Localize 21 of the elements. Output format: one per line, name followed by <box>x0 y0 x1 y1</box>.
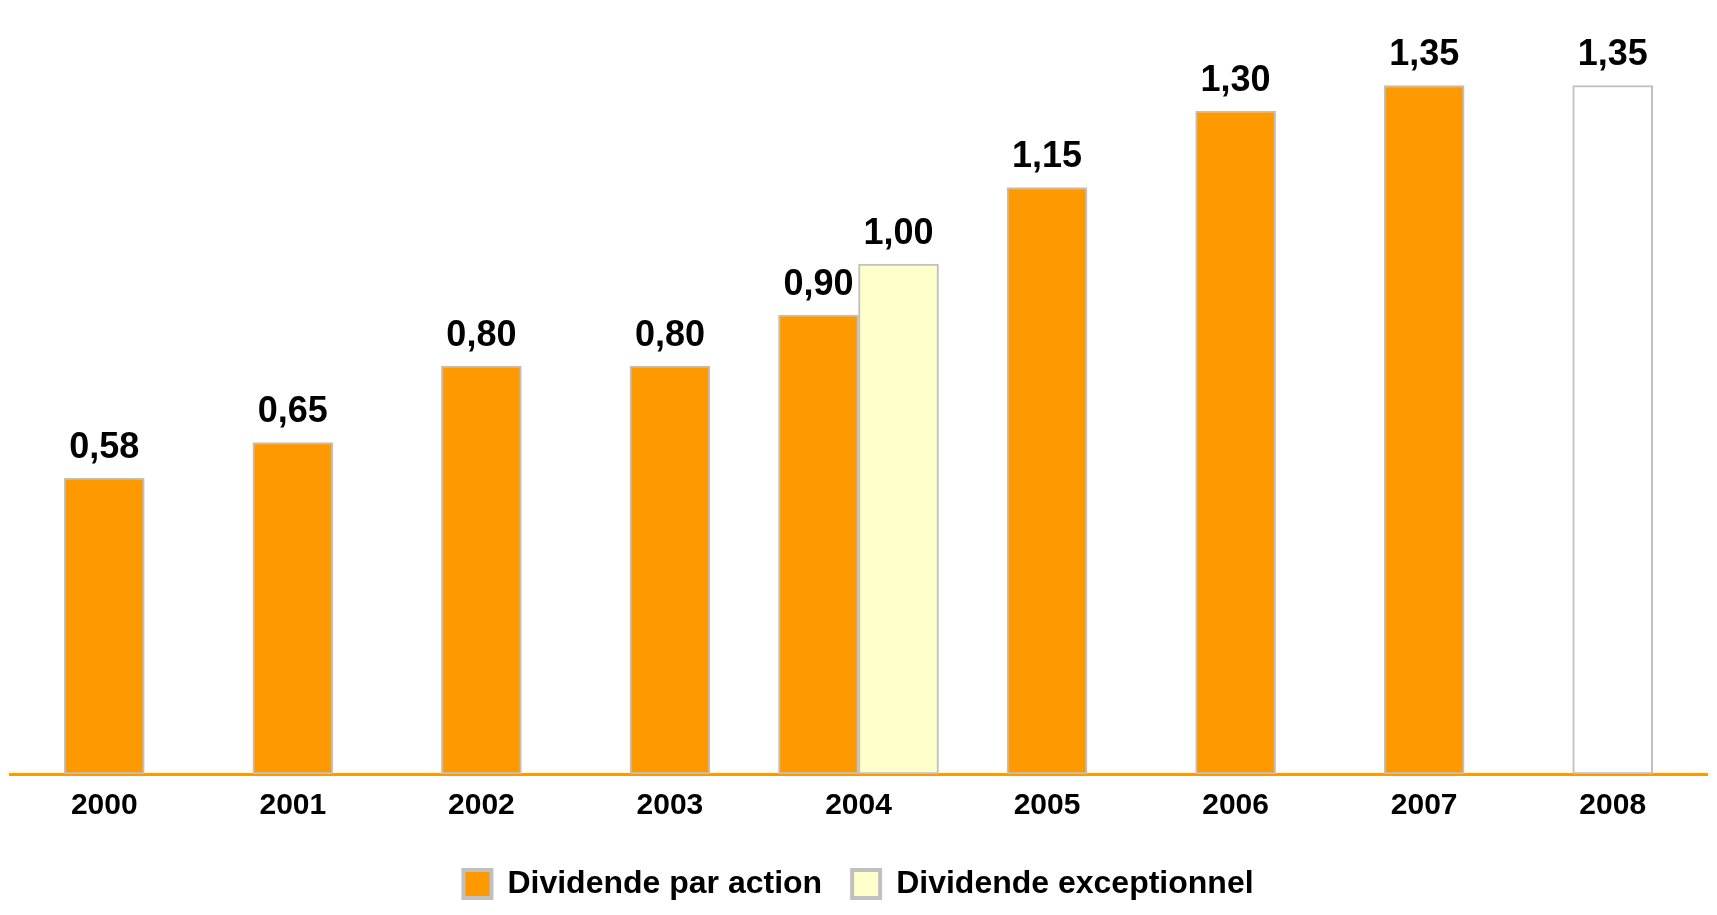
data-label: 1,35 <box>1389 32 1460 74</box>
data-label: 1,15 <box>1012 134 1083 176</box>
legend-label: Dividende exceptionnel <box>896 863 1254 900</box>
data-label: 1,30 <box>1200 57 1271 99</box>
data-label: 0,80 <box>446 312 517 354</box>
x-tick-label: 2001 <box>259 787 327 821</box>
data-label: 0,58 <box>69 425 140 467</box>
x-tick-label: 2008 <box>1579 787 1647 821</box>
x-tick-label: 2004 <box>825 787 893 821</box>
x-tick-label: 2000 <box>70 787 138 821</box>
x-tick-label: 2005 <box>1013 787 1081 821</box>
data-label: 0,65 <box>257 389 328 431</box>
data-label: 1,00 <box>863 210 934 252</box>
x-tick-label: 2002 <box>448 787 515 821</box>
data-label: 0,90 <box>783 261 854 303</box>
data-label: 1,35 <box>1577 32 1648 74</box>
x-tick-label: 2003 <box>636 787 704 821</box>
x-tick-label: 2006 <box>1202 787 1269 821</box>
legend-label: Dividende par action <box>507 863 823 900</box>
x-tick-label: 2007 <box>1390 787 1458 821</box>
data-label: 0,80 <box>634 312 705 354</box>
